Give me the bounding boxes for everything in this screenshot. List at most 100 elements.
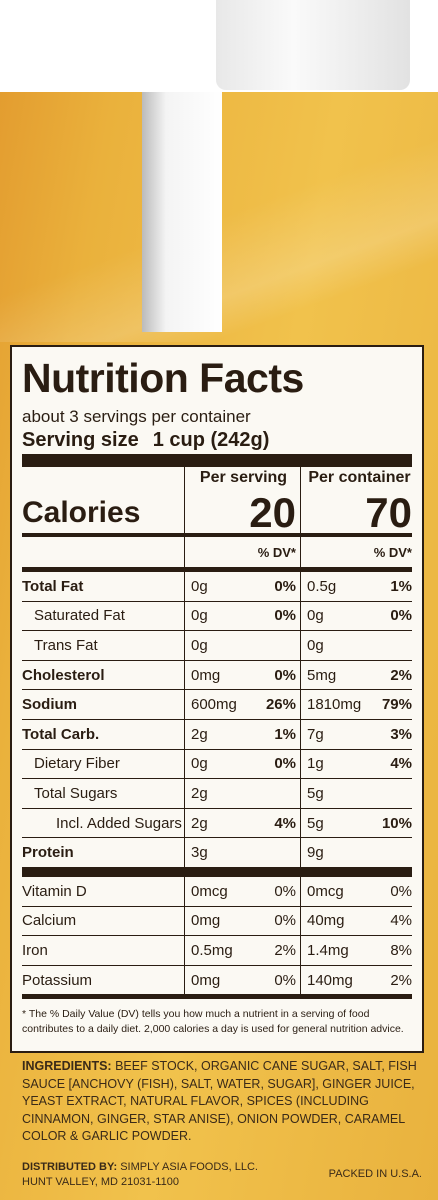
- nutrient-name: Sodium: [22, 696, 77, 714]
- label-title: Nutrition Facts: [22, 355, 304, 401]
- nutrient-cell: 0g: [300, 631, 416, 660]
- nutrient-name: Potassium: [22, 971, 93, 989]
- nutrient-row: Protein 3g 9g: [22, 838, 412, 877]
- carton-spout: [142, 92, 222, 332]
- amount: 0g: [191, 636, 208, 654]
- nutrient-cell: 1.4mg 8%: [300, 936, 416, 965]
- nutrient-row: Incl. Added Sugars 2g 4% 5g 10%: [22, 808, 412, 839]
- footnote: * The % Daily Value (DV) tells you how m…: [22, 1008, 404, 1036]
- nutrient-row: Potassium 0mg 0% 140mg 2%: [22, 965, 412, 995]
- nutrient-rows: Total Fat 0g 0% 0.5g 1% Saturated Fat 0g 0% 0g 0%…: [22, 572, 412, 877]
- nutrient-cell: 2g: [184, 779, 300, 808]
- nutrient-cell: 1810mg 79%: [300, 690, 416, 719]
- nutrient-row: Cholesterol 0mg 0% 5mg 2%: [22, 660, 412, 691]
- nutrient-cell: 0g 0%: [184, 572, 300, 601]
- amount: 0mg: [191, 971, 221, 989]
- nutrient-cell: 40mg 4%: [300, 906, 416, 936]
- amount: 0.5mg: [191, 941, 233, 959]
- nutrient-cell: 3g: [184, 838, 300, 867]
- nutrient-cell: 9g: [300, 838, 416, 867]
- amount: 3g: [191, 844, 208, 862]
- daily-value: 0%: [274, 607, 296, 625]
- nutrient-cell: 140mg 2%: [300, 965, 416, 995]
- bottle-cap: [216, 0, 410, 90]
- serving-size: Serving size 1 cup (242g): [22, 429, 412, 467]
- nutrient-row: Trans Fat 0g 0g: [22, 631, 412, 661]
- servings: about 3 servings per container: [22, 407, 251, 426]
- nutrient-cell: 1g 4%: [300, 749, 416, 779]
- nutrient-cell: 0g 0%: [184, 601, 300, 631]
- distributor-label: DISTRIBUTED BY:: [22, 1161, 118, 1173]
- amount: 2g: [191, 725, 208, 743]
- nutrient-cell: 2g 1%: [184, 719, 300, 749]
- nutrient-row: Total Sugars 2g 5g: [22, 779, 412, 809]
- nutrient-cell: 5mg 2%: [300, 660, 416, 690]
- nutrient-row: Dietary Fiber 0g 0% 1g 4%: [22, 749, 412, 780]
- nutrient-name: Trans Fat: [34, 636, 98, 654]
- dv-header-row: % DV* % DV*: [22, 533, 412, 572]
- ingredients: INGREDIENTS: BEEF STOCK, ORGANIC CANE SU…: [22, 1058, 422, 1146]
- daily-value: 0%: [274, 971, 296, 989]
- nutrient-cell: 0mcg 0%: [300, 876, 416, 906]
- nutrient-name: Iron: [22, 941, 48, 959]
- serving-size-label: Serving size: [22, 429, 139, 451]
- daily-value: 0%: [274, 755, 296, 773]
- nutrient-cell: 5g 10%: [300, 808, 416, 838]
- nutrient-name: Total Sugars: [34, 784, 118, 802]
- amount: 0mcg: [307, 882, 344, 900]
- nutrient-cell: 5g: [300, 779, 416, 808]
- nutrient-name: Vitamin D: [22, 882, 87, 900]
- daily-value: 4%: [390, 755, 412, 773]
- nutrient-cell: 0.5mg 2%: [184, 936, 300, 965]
- nutrient-name: Total Fat: [22, 577, 84, 595]
- column-label: Per container: [300, 467, 416, 489]
- amount: 0g: [307, 636, 324, 654]
- nutrient-cell: 0g 0%: [300, 601, 416, 631]
- nutrient-row: Calcium 0mg 0% 40mg 4%: [22, 906, 412, 937]
- nutrient-cell: 0mg 0%: [184, 660, 300, 690]
- nutrient-row: Saturated Fat 0g 0% 0g 0%: [22, 601, 412, 632]
- amount: 2g: [191, 784, 208, 802]
- calories-value: 70: [300, 489, 416, 537]
- nutrient-row: Iron 0.5mg 2% 1.4mg 8%: [22, 936, 412, 966]
- dv-header: % DV*: [300, 537, 416, 567]
- amount: 600mg: [191, 696, 237, 714]
- nutrient-cell: 0mg 0%: [184, 906, 300, 936]
- daily-value: 10%: [381, 814, 412, 832]
- nutrient-cell: 0g 0%: [184, 749, 300, 779]
- amount: 0.5g: [307, 577, 337, 595]
- amount: 5g: [307, 814, 324, 832]
- nutrient-row: Vitamin D 0mcg 0% 0mcg 0%: [22, 876, 412, 907]
- amount: 0g: [191, 755, 208, 773]
- daily-value: 79%: [381, 696, 412, 714]
- calories-label: Calories: [22, 496, 141, 529]
- amount: 0mcg: [191, 882, 228, 900]
- blank: [22, 537, 184, 567]
- ingredients-text: BEEF STOCK, ORGANIC CANE SUGAR, SALT, FI…: [22, 1059, 417, 1143]
- column-label: Per serving: [184, 467, 300, 489]
- daily-value: 2%: [390, 971, 412, 989]
- column-header: Per serving Per container: [22, 467, 412, 489]
- daily-value: 3%: [390, 725, 412, 743]
- amount: 140mg: [307, 971, 353, 989]
- amount: 0mg: [191, 912, 221, 930]
- nutrient-name: Saturated Fat: [34, 607, 125, 625]
- nutrient-row: Total Carb. 2g 1% 7g 3%: [22, 719, 412, 750]
- amount: 2g: [191, 814, 208, 832]
- nutrient-cell: 0mg 0%: [184, 965, 300, 995]
- nutrient-name: Calcium: [22, 912, 77, 930]
- nutrient-name: Dietary Fiber: [34, 755, 120, 773]
- amount: 0g: [191, 607, 208, 625]
- daily-value: 1%: [390, 577, 412, 595]
- amount: 0g: [307, 607, 324, 625]
- daily-value: 1%: [274, 725, 296, 743]
- nutrient-cell: 7g 3%: [300, 719, 416, 749]
- amount: 40mg: [307, 912, 345, 930]
- daily-value: 4%: [390, 912, 412, 930]
- daily-value: 2%: [274, 941, 296, 959]
- nutrient-name: Total Carb.: [22, 725, 100, 743]
- nutrient-cell: 0g: [184, 631, 300, 660]
- amount: 0g: [191, 577, 208, 595]
- daily-value: 0%: [390, 882, 412, 900]
